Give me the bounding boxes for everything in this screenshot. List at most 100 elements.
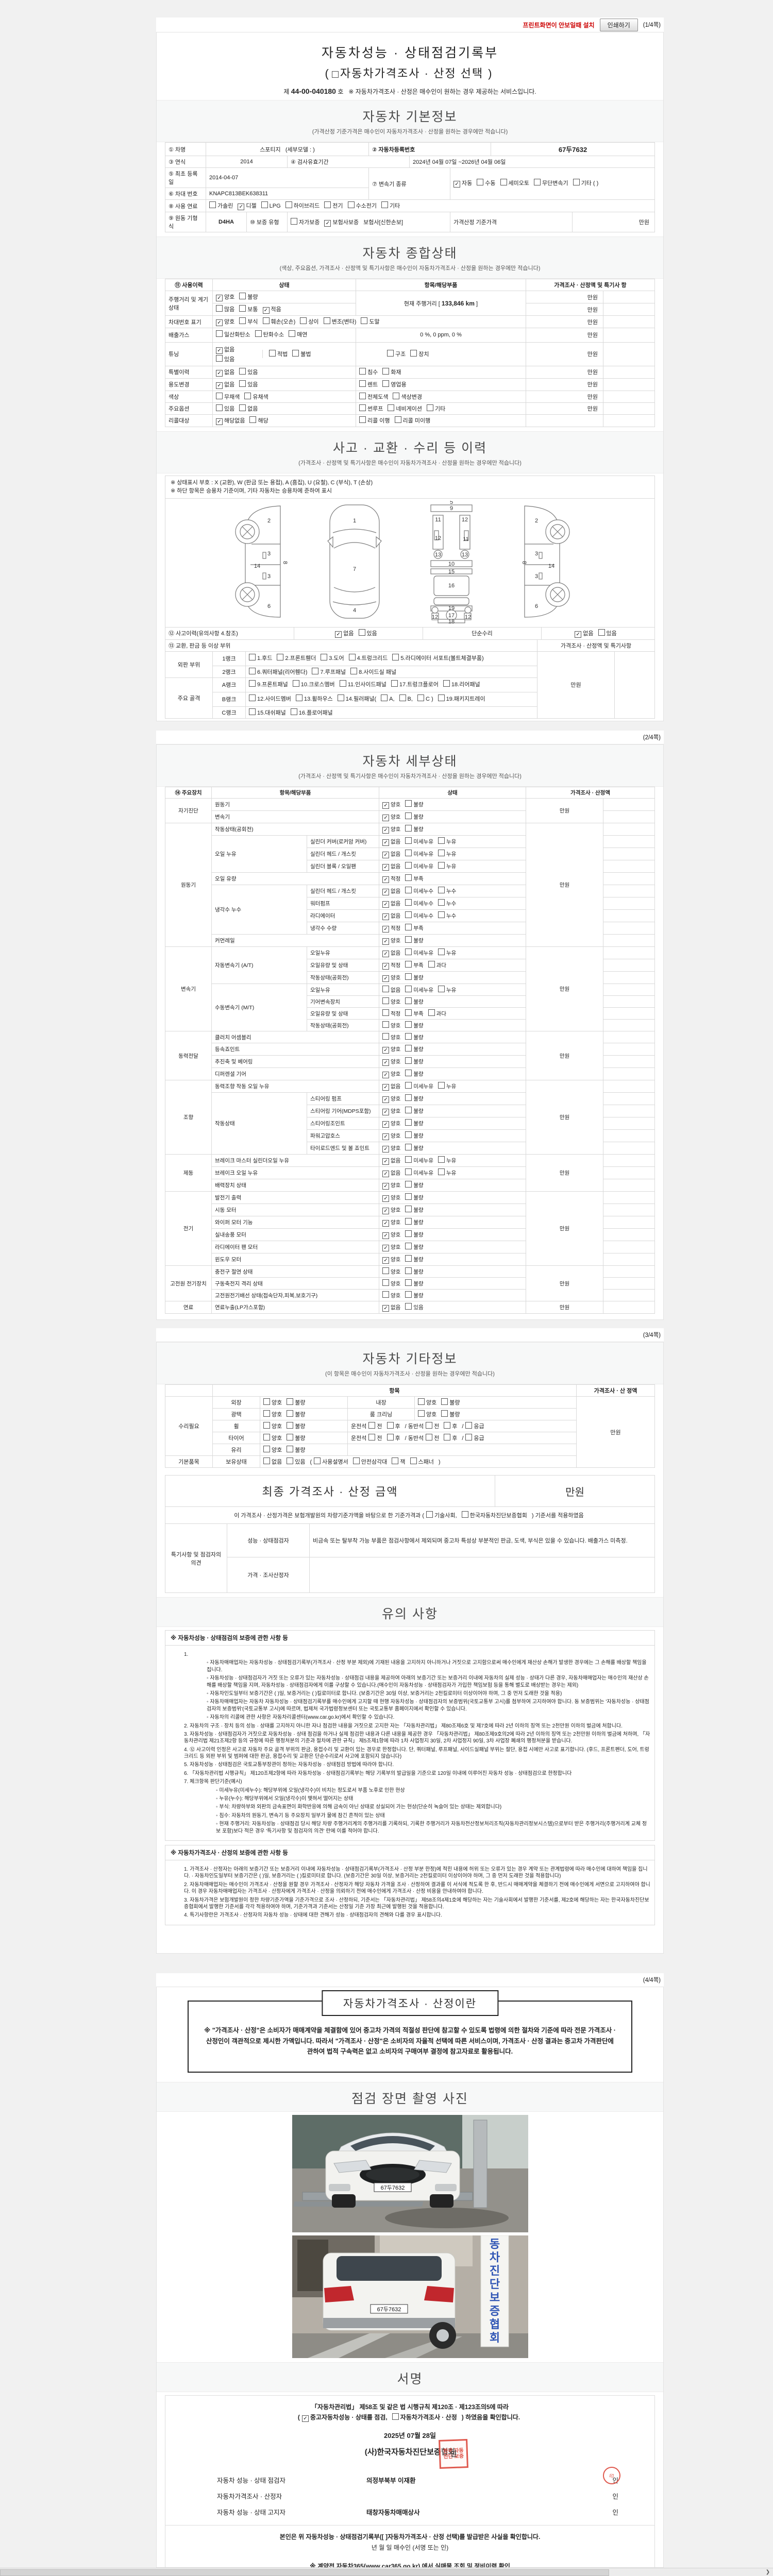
fuel-leak: 연료누출(LP가스포함) — [211, 1301, 380, 1314]
remark-group-label: 특기사항 및 점검자의 의견 — [165, 1523, 227, 1593]
label-reg-no: ② 자동차등록번호 — [368, 142, 492, 156]
sign-inspector-name: 의정부북부 이재환 — [366, 2477, 416, 2485]
page3-strip: (3/4쪽) — [156, 1328, 664, 1342]
tie-rod: 타이로드엔드 및 볼 죠인트 — [306, 1142, 380, 1155]
label-vin: ⑥ 차대 번호 — [165, 188, 206, 200]
cool-leak-2: 워터펌프 — [306, 897, 380, 910]
remark-inspector-label: 성능 · 상태점검자 — [227, 1523, 310, 1557]
notice-head-2: ※ 자동차가격조사 · 산정의 보증에 관한 사항 등 — [165, 1844, 655, 1860]
section-overall-sub: (색상, 주요옵션, 가격조사 · 산정액 및 특기사항은 매수인이 자동차가격… — [279, 265, 541, 272]
wiper-motor: 와이퍼 모터 기능 — [211, 1216, 380, 1229]
recall-checks: ✓ 해당없음 해당 — [212, 414, 356, 427]
legend-note: ※ 하단 항목은 승용차 기준이며, 기타 자동차는 승용차에 준하여 표시 — [171, 488, 332, 495]
group-main-frame: 주요 골격 — [165, 677, 213, 719]
car-name-value: 스포티지 (세부모델 : ) — [205, 142, 369, 156]
label-mileage: 주행거리 및 계기상태 — [165, 291, 213, 316]
detail-h4: 가격조사 · 산정액 — [526, 787, 655, 799]
steering-pump: 스티어링 펌프 — [306, 1092, 380, 1105]
etc-interior: 내장 — [347, 1396, 415, 1409]
definition-box: 자동차가격조사 · 산정이란 ※ "가격조사 · 산정"은 소비자가 매매계약을… — [188, 1990, 632, 2073]
options-price: 만원 — [526, 402, 603, 415]
scroll-right-arrow[interactable]: ❯ — [765, 2569, 770, 2575]
scrollbar-thumb[interactable] — [0, 2569, 609, 2576]
selfdiag-price: 만원 — [526, 798, 604, 823]
fuel-checks: 가솔린 ✓ 디젤 LPG 하이브리드 전기 수소전기 기타 — [206, 199, 655, 212]
detail-h1: ⑭ 주요장치 — [165, 787, 212, 799]
mileage-status-checks: ✓ 양호 불량 — [212, 291, 356, 303]
propshaft-checks: ✓ 양호 불량 — [379, 1055, 527, 1068]
power-hose-checks: ✓ 양호 불량 — [379, 1129, 527, 1142]
final-price-unit: 만원 — [495, 1475, 655, 1507]
section-etc-sub: (이 항목은 매수인이 자동차가격조사 · 산정을 원하는 경우에만 적습니다) — [325, 1371, 495, 1377]
emission-price: 만원 — [526, 328, 603, 343]
tuning-exist-checks: ✓ 없음 있음 — [216, 344, 262, 364]
print-button[interactable]: 인쇄하기 — [599, 18, 638, 31]
inspection-period-value: 2024년 04월 07일 ~2026년 04월 06일 — [409, 156, 655, 168]
svg-text:12: 12 — [431, 614, 438, 620]
mt-idle-checks: 양호 불량 — [379, 1019, 527, 1031]
page4-strip: (4/4쪽) — [156, 1973, 664, 1987]
sheet-page-2: 자동차 세부상태 (가격조사 · 산정액 및 특기사항은 매수인이 자동차가격조… — [156, 744, 664, 1320]
color-checks: 무채색 유채색 — [212, 390, 356, 403]
at-idle-checks: ✓ 양호 불량 — [379, 971, 527, 984]
car-view-side-left — [234, 505, 281, 618]
svg-text:2: 2 — [534, 518, 537, 524]
etc-wheel-positions: 운전석 전 후 / 동반석 전 후 / 응급 — [347, 1420, 577, 1432]
svg-text:12: 12 — [434, 535, 441, 541]
rank1-label: 1랭크 — [212, 651, 246, 666]
drive-battery: 구동축전지 격리 상태 — [211, 1277, 380, 1290]
odo-km: 133,846 km — [441, 299, 475, 307]
sign-row-appraiser: 자동차가격조사 · 산정자 인 — [165, 2488, 654, 2504]
exchange-price-header: 가격조사 · 산정액 및 특기사항 — [537, 639, 655, 652]
label-vin-mark: 차대번호 표기 — [165, 315, 213, 328]
special-type-checks: 침수 화재 — [356, 365, 526, 379]
rankA-label: A랭크 — [212, 677, 246, 692]
label-options: 주요옵션 — [165, 402, 213, 415]
install-print-helper-link[interactable]: 프린트화면이 안보일때 설치 — [523, 21, 595, 29]
group-transmission: 변속기 — [165, 946, 212, 1031]
notice-head-1: ※ 자동차성능 · 상태점검의 보증에 관한 사항 등 — [165, 1630, 655, 1645]
sign-date: 2025년 07월 28일 — [384, 2431, 436, 2439]
horizontal-scrollbar[interactable]: ❯ — [0, 2568, 773, 2576]
svg-text:15: 15 — [448, 569, 454, 575]
color-type-checks: 전체도색 색상변경 — [356, 390, 526, 403]
steering-gear: 스티어링 기어(MDPS포함) — [306, 1105, 380, 1117]
overall-state-table: ⑪ 사용이력 상태 항목/해당부품 가격조사 · 산정액 및 특기사 항 주행거… — [165, 279, 655, 427]
sign-inspector-seal-slot: 印 인 — [598, 2466, 622, 2486]
label-simple-repair: 단순수리 — [423, 626, 542, 640]
first-reg-value: 2014-04-07 — [205, 167, 369, 188]
etc-polish-checks: 양호 불량 — [260, 1408, 348, 1420]
sign-notifier-in: 인 — [612, 2509, 618, 2517]
alternator-checks: ✓ 양호 불량 — [379, 1191, 527, 1204]
engine-cool-leak: 냉각수 누수 — [211, 885, 307, 935]
group-selfdiag: 자기진단 — [165, 798, 212, 823]
oil-leak-2-checks: ✓ 없음 미세누유 누유 — [379, 848, 527, 860]
label-recall: 리콜대상 — [165, 414, 213, 427]
rankC-label: C랭크 — [212, 706, 246, 719]
at-label: 자동변속기 (A/T) — [211, 946, 307, 984]
emission-checks: 일산화탄소 탄화수소 매연 — [212, 328, 356, 343]
etc-info-table: 항목 가격조사 · 산 정액 수리필요 외장 양호 불량 내장 양호 불량 만원 광… — [165, 1384, 655, 1468]
alternator: 발전기 출력 — [211, 1191, 380, 1204]
section-sign-title: 서명 — [397, 2371, 423, 2386]
color-price: 만원 — [526, 390, 603, 403]
svg-text:3: 3 — [534, 573, 537, 580]
exchange-price: 만원 — [537, 651, 615, 719]
sign-inspector-in: 인 — [612, 2477, 618, 2485]
electric-price: 만원 — [526, 1191, 604, 1266]
association-seal-in: 인 — [450, 2449, 458, 2458]
brake-oil-checks: ✓ 없음 미세누유 누유 — [379, 1166, 527, 1179]
section-etc-title: 자동차 기타정보 — [362, 1352, 458, 1366]
sign-confirm-line: (✓ 중고자동차성능 · 상태를 점검, 자동차가격조사 · 산정) 하였음을 확인… — [297, 2413, 520, 2422]
base-price-unit: 만원 — [572, 212, 655, 232]
at-oil-level: 오일유량 및 상태 — [306, 959, 380, 972]
label-car-name: ① 차명 — [165, 142, 206, 156]
sign-org: (사)한국자동차진단보증협회 — [364, 2447, 456, 2456]
simple-repair-checks: ✓ 없음 있음 — [541, 626, 655, 640]
powertrain-price: 만원 — [526, 1031, 604, 1080]
recall-type-checks: 리콜 이행 리콜 미이행 — [356, 414, 526, 427]
svg-text:10: 10 — [448, 561, 454, 567]
rank1-checks: 1.후드 2.프론트휀더 3.도어 4.트렁크리드 5.라디에이터 서포트(볼트체결부품… — [245, 651, 538, 666]
